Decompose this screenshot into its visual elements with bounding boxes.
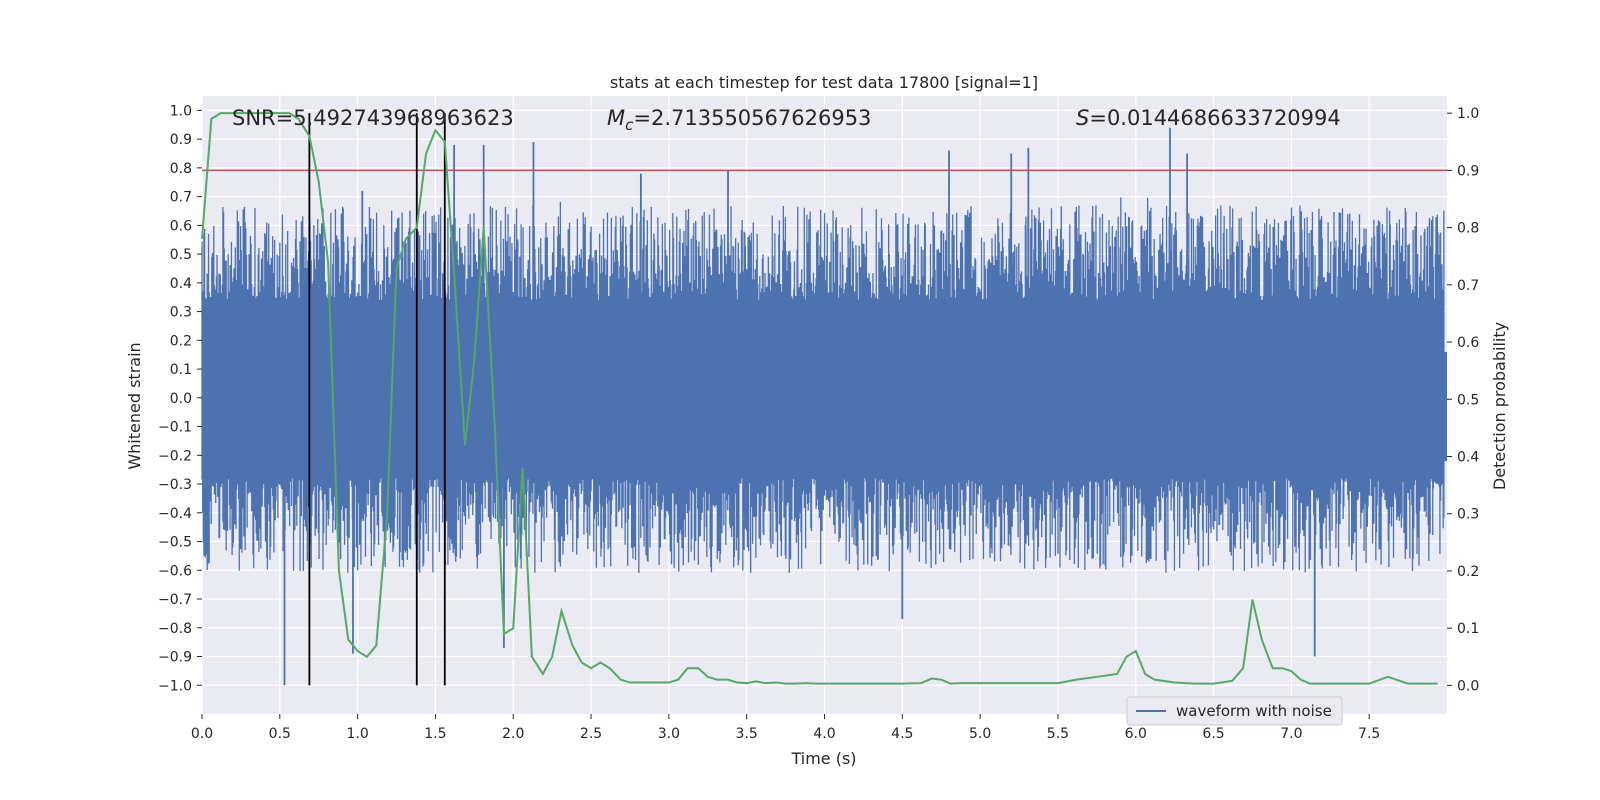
y-right-tick-label: 0.5 bbox=[1457, 392, 1479, 408]
y-left-tick-label: −0.5 bbox=[158, 535, 192, 551]
y-left-tick-label: 0.7 bbox=[170, 190, 192, 206]
mc-annotation: Mc=2.713550567626953 bbox=[607, 106, 871, 134]
x-tick-label: 3.0 bbox=[658, 726, 680, 742]
y-right-tick-label: 0.9 bbox=[1457, 163, 1479, 179]
x-tick-label: 3.5 bbox=[736, 726, 758, 742]
y-left-tick-label: 1.0 bbox=[170, 103, 192, 119]
y-left-tick-label: −0.4 bbox=[158, 506, 192, 522]
y-left-tick-label: −0.3 bbox=[158, 477, 192, 493]
x-axis-label: Time (s) bbox=[790, 749, 856, 768]
y-left-tick-label: −0.7 bbox=[158, 592, 192, 608]
y-right-tick-label: 0.8 bbox=[1457, 221, 1479, 237]
x-tick-label: 5.0 bbox=[969, 726, 991, 742]
y-left-tick-label: −0.2 bbox=[158, 448, 192, 464]
y-left-tick-label: −0.9 bbox=[158, 650, 192, 666]
probability-line bbox=[201, 112, 1438, 685]
y-left-tick-label: 0.4 bbox=[170, 276, 192, 292]
mc-symbol: M bbox=[607, 106, 625, 130]
y-left-tick-label: 0.5 bbox=[170, 247, 192, 263]
y-left-tick-label: 0.1 bbox=[170, 362, 192, 378]
mc-subscript: c bbox=[625, 116, 634, 134]
x-tick-label: 7.5 bbox=[1358, 726, 1380, 742]
y-left-tick-label: 0.8 bbox=[170, 161, 192, 177]
y-right-tick-label: 0.0 bbox=[1457, 678, 1479, 694]
y-left-tick-label: 0.3 bbox=[170, 305, 192, 321]
noise-core-band bbox=[202, 351, 1447, 462]
vertical-markers bbox=[308, 113, 446, 686]
x-tick-label: 2.0 bbox=[502, 726, 524, 742]
y-right-tick-label: 0.4 bbox=[1457, 450, 1479, 466]
chart-title: stats at each timestep for test data 178… bbox=[610, 73, 1038, 92]
x-tick-label: 6.5 bbox=[1202, 726, 1224, 742]
y-left-axis-label: Whitened strain bbox=[125, 342, 144, 469]
y-left-tick-label: 0.6 bbox=[170, 218, 192, 234]
y-right-tick-label: 0.1 bbox=[1457, 621, 1479, 637]
y-left-tick-label: −0.6 bbox=[158, 563, 192, 579]
y-right-tick-label: 0.7 bbox=[1457, 278, 1479, 294]
legend-box bbox=[1126, 696, 1343, 726]
legend: waveform with noise bbox=[1126, 696, 1343, 726]
y-left-tick-label: −1.0 bbox=[158, 678, 192, 694]
x-tick-label: 1.0 bbox=[346, 726, 368, 742]
x-tick-label: 4.0 bbox=[813, 726, 835, 742]
y-left-tick-label: −0.1 bbox=[158, 420, 192, 436]
y-left-axis-ticks: 1.0 0.9 0.8 0.7 0.6 0.5 0.4 0.3 0.2 0.1 0.0 −0.1 −0.… bbox=[158, 103, 202, 694]
x-tick-label: 0.0 bbox=[191, 726, 213, 742]
probability-series bbox=[201, 112, 1438, 685]
y-right-tick-label: 0.6 bbox=[1457, 335, 1479, 351]
x-tick-label: 5.5 bbox=[1047, 726, 1069, 742]
y-right-tick-label: 0.3 bbox=[1457, 507, 1479, 523]
y-right-tick-label: 0.2 bbox=[1457, 564, 1479, 580]
x-tick-label: 6.0 bbox=[1125, 726, 1147, 742]
s-annotation: S=0.0144686633720994 bbox=[1076, 106, 1341, 130]
noise-series bbox=[201, 127, 1447, 686]
x-tick-label: 2.5 bbox=[580, 726, 602, 742]
x-tick-label: 0.5 bbox=[269, 726, 291, 742]
x-tick-label: 1.5 bbox=[424, 726, 446, 742]
y-right-axis-ticks: 1.0 0.9 0.8 0.7 0.6 0.5 0.4 0.3 0.2 0.1 0.0 bbox=[1447, 106, 1479, 694]
snr-annotation: SNR=5.492743968963623 bbox=[232, 106, 514, 130]
x-tick-label: 4.5 bbox=[891, 726, 913, 742]
mc-value: =2.713550567626953 bbox=[633, 106, 871, 130]
y-left-tick-label: −0.8 bbox=[158, 621, 192, 637]
s-value: =0.0144686633720994 bbox=[1089, 106, 1340, 130]
x-axis-ticks: 0.0 0.5 1.0 1.5 2.0 2.5 3.0 3.5 4.0 4.5 5.0 5.5 6.0 6… bbox=[191, 714, 1380, 742]
x-tick-label: 7.0 bbox=[1280, 726, 1302, 742]
y-right-tick-label: 1.0 bbox=[1457, 106, 1479, 122]
y-right-axis-label: Detection probability bbox=[1490, 322, 1509, 490]
y-left-tick-label: 0.0 bbox=[170, 391, 192, 407]
y-left-tick-label: 0.9 bbox=[170, 132, 192, 148]
y-left-tick-label: 0.2 bbox=[170, 333, 192, 349]
s-symbol: S bbox=[1076, 106, 1089, 130]
legend-label: waveform with noise bbox=[1176, 702, 1332, 720]
